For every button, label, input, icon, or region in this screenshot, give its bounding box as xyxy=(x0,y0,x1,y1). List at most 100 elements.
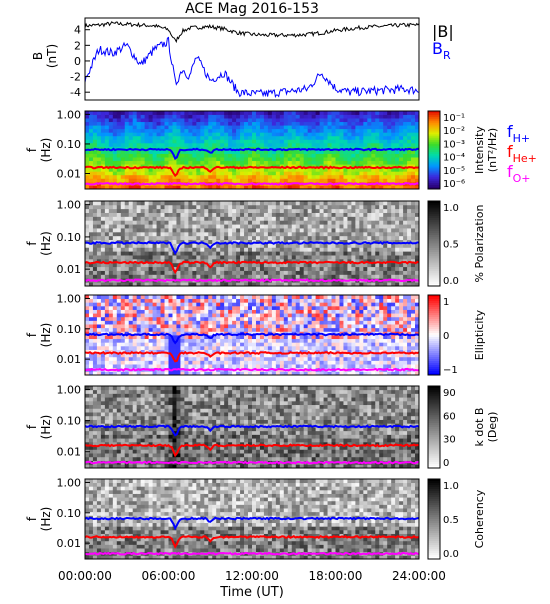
spectrogram-cell xyxy=(347,213,351,217)
spectrogram-cell xyxy=(407,139,411,143)
spectrogram-cell xyxy=(324,255,328,259)
spectrogram-cell xyxy=(208,306,212,310)
spectrogram-cell xyxy=(109,122,113,126)
spectrogram-cell xyxy=(403,274,407,278)
spectrogram-cell xyxy=(339,111,343,115)
spectrogram-cell xyxy=(355,228,359,232)
spectrogram-cell xyxy=(117,132,121,136)
spectrogram-cell xyxy=(363,216,367,220)
spectrogram-cell xyxy=(200,111,204,115)
spectrogram-cell xyxy=(232,299,236,303)
spectrogram-cell xyxy=(336,236,340,240)
spectrogram-cell xyxy=(101,313,105,317)
spectrogram-cell xyxy=(161,224,165,228)
spectrogram-cell xyxy=(260,220,264,224)
spectrogram-cell xyxy=(196,115,200,119)
spectrogram-cell xyxy=(216,274,220,278)
spectrogram-cell xyxy=(89,335,93,339)
spectrogram-cell xyxy=(312,129,316,133)
spectrogram-cell xyxy=(343,171,347,175)
spectrogram-cell xyxy=(105,111,109,115)
spectrogram-cell xyxy=(320,111,324,115)
spectrogram-cell xyxy=(387,220,391,224)
spectrogram-cell xyxy=(97,157,101,161)
spectrogram-cell xyxy=(137,364,141,368)
spectrogram-cell xyxy=(212,364,216,368)
spectrogram-cell xyxy=(260,125,264,129)
spectrogram-cell xyxy=(188,346,192,350)
spectrogram-cell xyxy=(260,364,264,368)
spectrogram-cell xyxy=(172,236,176,240)
spectrogram-cell xyxy=(105,342,109,346)
spectrogram-cell xyxy=(172,320,176,324)
spectrogram-cell xyxy=(121,310,125,314)
spectrogram-cell xyxy=(308,111,312,115)
spectrogram-cell xyxy=(220,161,224,165)
spectrogram-cell xyxy=(343,175,347,179)
spectrogram-cell xyxy=(200,224,204,228)
spectrogram-cell xyxy=(188,125,192,129)
spectrogram-cell xyxy=(244,209,248,213)
spectrogram-cell xyxy=(280,129,284,133)
spectrogram-cell xyxy=(184,129,188,133)
spectrogram-cell xyxy=(153,175,157,179)
spectrogram-cell xyxy=(268,157,272,161)
spectrogram-cell xyxy=(224,224,228,228)
spectrogram-cell xyxy=(320,209,324,213)
spectrogram-cell xyxy=(208,232,212,236)
spectrogram-cell xyxy=(97,232,101,236)
spectrogram-cell xyxy=(332,139,336,143)
spectrogram-cell xyxy=(260,236,264,240)
spectrogram-cell xyxy=(280,339,284,343)
spectrogram-cell xyxy=(157,216,161,220)
spectrogram-cell xyxy=(224,136,228,140)
spectrogram-cell xyxy=(105,171,109,175)
spectrogram-cell xyxy=(296,150,300,154)
spectrogram-cell xyxy=(347,232,351,236)
spectrogram-cell xyxy=(133,115,137,119)
spectrogram-cell xyxy=(256,136,260,140)
spectrogram-cell xyxy=(236,320,240,324)
spectrogram-cell xyxy=(172,216,176,220)
spectrogram-cell xyxy=(97,205,101,209)
spectrogram-cell xyxy=(141,157,145,161)
spectrogram-cell xyxy=(184,267,188,271)
spectrogram-cell xyxy=(89,320,93,324)
spectrogram-cell xyxy=(161,136,165,140)
spectrogram-cell xyxy=(85,136,89,140)
spectrogram-cell xyxy=(232,360,236,364)
spectrogram-cell xyxy=(232,205,236,209)
spectrogram-cell xyxy=(248,232,252,236)
spectrogram-cell xyxy=(355,118,359,122)
spectrogram-cell xyxy=(157,175,161,179)
spectrogram-cell xyxy=(387,161,391,165)
spectrogram-cell xyxy=(129,201,133,205)
spectrogram-cell xyxy=(188,267,192,271)
spectrogram-cell xyxy=(300,154,304,158)
spectrogram-cell xyxy=(121,274,125,278)
spectrogram-cell xyxy=(89,346,93,350)
spectrogram-cell xyxy=(232,236,236,240)
spectrogram-cell xyxy=(359,216,363,220)
spectrogram-cell xyxy=(367,122,371,126)
spectrogram-cell xyxy=(260,251,264,255)
spectrogram-cell xyxy=(180,220,184,224)
spectrogram-cell xyxy=(367,175,371,179)
spectrogram-cell xyxy=(93,271,97,275)
spectrogram-cell xyxy=(137,232,141,236)
spectrogram-cell xyxy=(137,320,141,324)
spectrogram-cell xyxy=(176,132,180,136)
spectrogram-cell xyxy=(387,255,391,259)
spectrogram-cell xyxy=(240,342,244,346)
spectrogram-cell xyxy=(113,320,117,324)
spectrogram-cell xyxy=(399,157,403,161)
spectrogram-cell xyxy=(172,364,176,368)
spectrogram-cell xyxy=(188,129,192,133)
spectrogram-cell xyxy=(228,232,232,236)
spectrogram-cell xyxy=(153,324,157,328)
spectrogram-cell xyxy=(351,244,355,248)
spectrogram-cell xyxy=(399,154,403,158)
spectrogram-cell xyxy=(284,154,288,158)
spectrogram-cell xyxy=(204,111,208,115)
spectrogram-cell xyxy=(292,220,296,224)
